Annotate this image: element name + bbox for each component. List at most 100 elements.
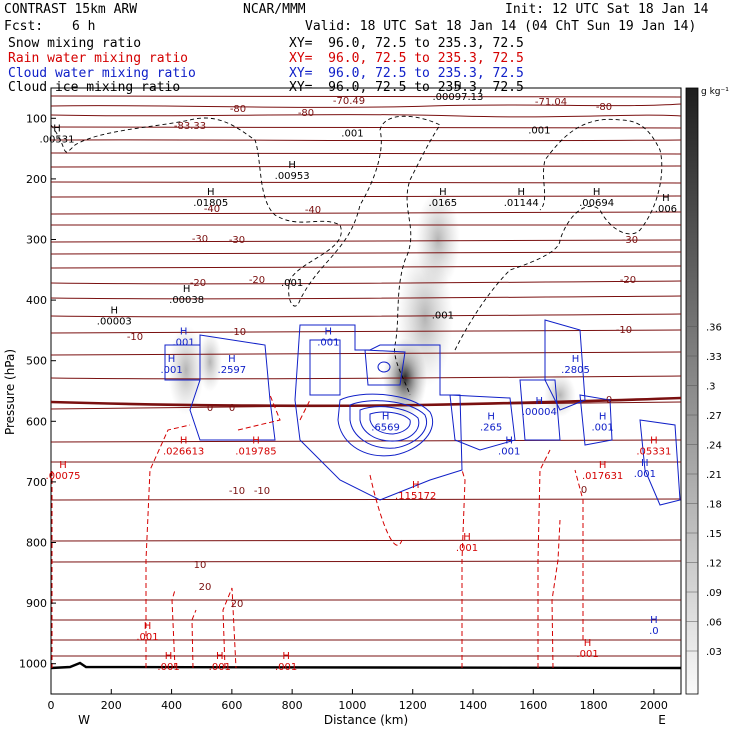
isotherm-label: 0 <box>229 403 235 414</box>
cloud-water-value-label-marker: H <box>487 411 495 422</box>
init-time: Init: 12 UTC Sat 18 Jan 14 <box>505 2 709 17</box>
isotherm-label: 0 <box>581 485 587 496</box>
snow-value-label-marker: H <box>53 124 61 135</box>
rain-value-label-marker: H <box>180 436 188 447</box>
model-title: CONTRAST 15km ARW <box>4 2 138 17</box>
isotherm-label: -80 <box>596 102 612 113</box>
y-tick-label: 700 <box>26 476 47 489</box>
colorbar-level-label: .33 <box>706 352 722 363</box>
rain-value-label-marker: H <box>650 436 658 447</box>
isotherm-label: -80 <box>298 108 314 119</box>
snow-value-label: .00953 <box>275 171 310 182</box>
snow-value-label: .00694 <box>579 198 614 209</box>
cloud-water-value-label-marker: H <box>180 327 188 338</box>
snow-shading <box>168 190 576 418</box>
isotherm-label: -20 <box>620 275 636 286</box>
cloud-water-value-label: .001 <box>498 447 520 458</box>
isotherm-label: 0 <box>207 403 213 414</box>
snow-plume-top <box>416 190 460 290</box>
cloud-water-value-label-marker: H <box>641 458 649 469</box>
snow-value-label: .00097.13 <box>432 92 483 103</box>
snow-value-label: .006 <box>655 204 677 215</box>
x-tick-label: 0 <box>48 699 55 712</box>
cloud-water-value-label-marker: H <box>599 411 607 422</box>
cloud-water-value-label-marker: H <box>650 615 658 626</box>
cloud-water-value-label: .2805 <box>561 365 590 376</box>
snow-value-label-marker: H <box>207 187 215 198</box>
x-axis-title: Distance (km) <box>324 713 408 727</box>
forecast-value: 6 h <box>72 19 96 34</box>
cloud-water-value-label: .001 <box>634 469 656 480</box>
rain-value-label: .115172 <box>395 491 436 502</box>
isotherm-label: -20 <box>190 278 206 289</box>
cloud-water-value-label: .0 <box>649 626 659 637</box>
y-tick-label: 200 <box>26 173 47 186</box>
isotherm-label: 20 <box>231 599 244 610</box>
snow-value-label-marker: H <box>111 305 119 316</box>
valid-time: Valid: 18 UTC Sat 18 Jan 14 (04 ChT Sun … <box>305 19 697 34</box>
colorbar-labels: .03 .06 .09 .12 .15 .18 .21 .24 .27 .3 .33 .36 <box>686 323 722 658</box>
rain-value-label-marker: H <box>144 621 152 632</box>
isotherm-label: -80 <box>230 104 246 115</box>
field-cloudice-name: Cloud ice mixing ratio <box>8 80 181 95</box>
y-tick-label: 600 <box>26 415 47 428</box>
y-tick-label: 1000 <box>19 658 47 671</box>
isotherm-label: 20 <box>199 582 212 593</box>
cloud-water-value-label: .265 <box>480 422 502 433</box>
rain-value-label: .00075 <box>46 471 81 482</box>
y-axis: 100 200 300 400 500 600 700 800 900 1000 <box>19 112 56 671</box>
colorbar-level-label: .3 <box>706 382 716 393</box>
isotherm-label: -10 <box>230 327 246 338</box>
rain-value-label: .019785 <box>235 447 276 458</box>
rain-value-label-marker: H <box>599 460 607 471</box>
colorbar-units: g kg⁻¹ <box>701 87 729 97</box>
y-tick-label: 400 <box>26 294 47 307</box>
snow-value-label: .01805 <box>193 198 228 209</box>
x-tick-label: 1600 <box>519 699 547 712</box>
rain-value-label: .001 <box>576 649 598 660</box>
isotherm-label: -20 <box>249 275 265 286</box>
cloud-water-value-label: .2597 <box>218 365 247 376</box>
snow-value-label-marker: H <box>662 193 670 204</box>
field-cloudwater-xy: XY= 96.0, 72.5 to 235.3, 72.5 <box>289 66 524 81</box>
plot-frame <box>50 87 682 695</box>
colorbar-level-label: .03 <box>706 647 722 658</box>
x-axis-west-label: W <box>78 713 90 727</box>
x-tick-label: 1000 <box>338 699 366 712</box>
rain-value-label: .001 <box>275 662 297 673</box>
snow-value-label: .01144 <box>504 198 539 209</box>
colorbar-level-label: .15 <box>706 529 722 540</box>
isotherm-label: -30 <box>192 234 208 245</box>
isotherm-label: -30 <box>622 235 638 246</box>
colorbar-level-label: .21 <box>706 470 722 481</box>
snow-value-label: .00531 <box>40 135 75 146</box>
x-tick-label: 1400 <box>459 699 487 712</box>
isotherm-label: -71.04 <box>535 97 567 108</box>
cloud-water-value-label-marker: H <box>325 327 333 338</box>
snow-value-label-marker: H <box>288 160 296 171</box>
rain-value-label-marker: H <box>216 651 224 662</box>
isotherm-label: -10 <box>229 486 245 497</box>
cloud-water-value-label-marker: H <box>536 396 544 407</box>
org-title: NCAR/MMM <box>243 2 306 17</box>
value-labels: H.00531H.00953H.01805H.0165H.01144H.0069… <box>40 81 678 673</box>
colorbar-level-label: .36 <box>706 323 722 334</box>
isotherm-label: -40 <box>204 204 220 215</box>
rain-value-label-marker: H <box>412 480 420 491</box>
rain-value-label: .017631 <box>582 471 623 482</box>
field-rain-xy: XY= 96.0, 72.5 to 235.3, 72.5 <box>289 51 524 66</box>
cloud-ice-value-label: .001 <box>528 125 550 136</box>
ground-line <box>50 661 682 670</box>
isotherm-label: -30 <box>229 235 245 246</box>
field-snow-xy: XY= 96.0, 72.5 to 235.3, 72.5 <box>289 36 524 51</box>
rain-value-label: .026613 <box>163 447 204 458</box>
field-snow-name: Snow mixing ratio <box>8 36 142 51</box>
snow-patch-right <box>544 373 576 417</box>
y-tick-label: 300 <box>26 234 47 247</box>
y-tick-label: 100 <box>26 112 47 125</box>
y-tick-label: 500 <box>26 355 47 368</box>
y-tick-label: 800 <box>26 537 47 550</box>
colorbar-level-label: .18 <box>706 500 722 511</box>
snow-value-label-marker: H <box>454 81 462 92</box>
